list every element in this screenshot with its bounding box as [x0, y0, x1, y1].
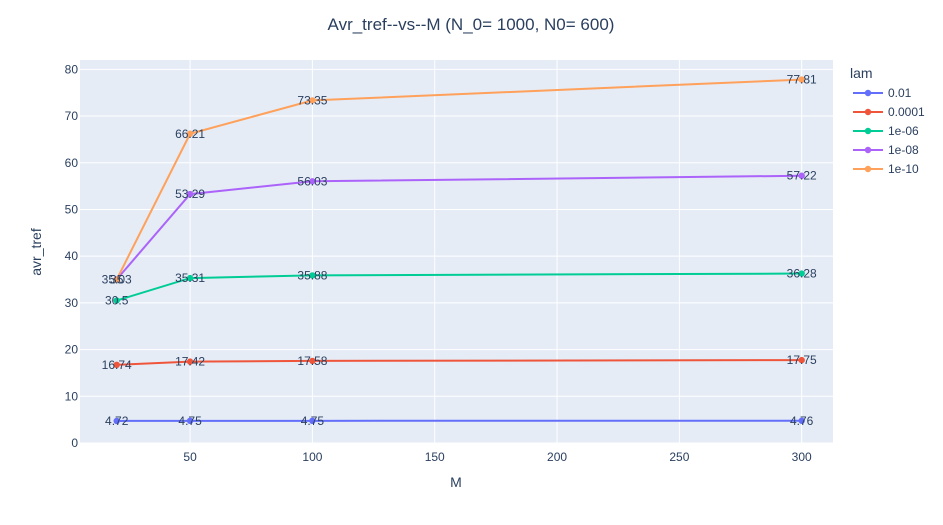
data-point [186, 417, 194, 425]
y-axis-ticks: 0 10 20 30 40 50 60 70 80 [65, 62, 79, 450]
data-label: 56.03 [297, 174, 327, 188]
legend-item-label: 0.0001 [888, 105, 925, 119]
y-tick-label: 40 [65, 249, 79, 263]
legend-items: 0.01 0.0001 1e-06 1e-08 1e-10 [853, 86, 925, 176]
data-point [798, 76, 805, 83]
plot-area [80, 60, 833, 443]
legend-item-label: 1e-06 [888, 124, 919, 138]
x-axis-ticks: 50 100 150 200 250 300 [183, 450, 812, 464]
y-tick-label: 10 [65, 389, 79, 403]
data-point [113, 276, 120, 283]
data-label: 77.81 [787, 73, 817, 87]
y-axis-title: avr_tref [28, 228, 44, 276]
legend-swatch-marker [864, 146, 872, 154]
legend-item-label: 1e-10 [888, 162, 919, 176]
data-point [309, 357, 316, 365]
data-label: 57.22 [787, 169, 817, 183]
y-tick-label: 20 [65, 343, 79, 357]
data-point [186, 274, 194, 282]
series-line-1e-08 [115, 174, 802, 281]
data-point [798, 356, 805, 364]
y-tick-label: 30 [65, 296, 79, 310]
legend-item-label: 1e-08 [888, 143, 919, 157]
data-point [186, 190, 194, 198]
data-label: 4.72 [105, 414, 129, 428]
data-point [113, 417, 120, 425]
data-label: 30.5 [105, 294, 129, 308]
data-label: 17.42 [175, 355, 205, 369]
data-label: 17.75 [787, 353, 817, 367]
data-label: 66.21 [175, 127, 205, 141]
series-line-1e-06 [116, 272, 802, 302]
x-tick-label: 300 [792, 450, 812, 464]
series-line-0.0001 [116, 359, 802, 366]
legend: lam 0.01 0.0001 1e-06 1e-08 1e-10 [850, 65, 925, 176]
data-point [309, 417, 316, 425]
y-tick-label: 60 [65, 156, 79, 170]
x-tick-label: 150 [425, 450, 445, 464]
data-label: 73.35 [297, 93, 327, 107]
y-tick-label: 50 [65, 202, 79, 216]
data-point [309, 97, 316, 104]
data-point [798, 270, 805, 277]
data-label: 53.29 [175, 187, 205, 201]
legend-swatch-marker [864, 165, 872, 173]
series-line-1e-10 [115, 78, 802, 280]
data-label: 4.76 [790, 414, 814, 428]
data-point [798, 417, 805, 424]
legend-swatch-marker [864, 127, 872, 135]
data-label: 4.75 [301, 414, 325, 428]
x-tick-label: 50 [183, 450, 197, 464]
legend-swatch-marker [864, 89, 872, 97]
chart-title: Avr_tref--vs--M (N_0= 1000, N0= 600) [328, 15, 615, 34]
x-axis-title: M [450, 474, 462, 490]
data-labels: 4.72 4.75 4.75 4.76 16.74 17.42 17.58 17.75 30.5… [102, 73, 817, 428]
x-tick-label: 250 [669, 450, 689, 464]
x-tick-label: 100 [302, 450, 322, 464]
legend-title: lam [850, 65, 873, 81]
data-point [186, 358, 194, 365]
gridlines [80, 60, 833, 444]
data-point [309, 178, 316, 185]
data-label: 35.31 [175, 271, 205, 285]
y-tick-label: 80 [65, 62, 79, 76]
legend-item-label: 0.01 [888, 86, 912, 100]
data-point [798, 172, 805, 179]
data-point [309, 272, 316, 279]
data-label: 17.58 [297, 354, 327, 368]
data-label: 35.88 [297, 268, 327, 282]
data-label: 16.74 [102, 358, 132, 372]
data-point [113, 361, 120, 369]
series-group [113, 76, 805, 425]
data-label: 35 [110, 273, 124, 287]
data-point [186, 130, 194, 137]
data-label: 36.28 [787, 267, 817, 281]
x-tick-label: 200 [547, 450, 567, 464]
data-label: 4.75 [178, 414, 202, 428]
legend-swatch-marker [864, 108, 872, 116]
data-label: 35.03 [102, 272, 132, 286]
y-tick-label: 70 [65, 109, 79, 123]
data-point [113, 297, 120, 304]
y-tick-label: 0 [71, 436, 78, 450]
